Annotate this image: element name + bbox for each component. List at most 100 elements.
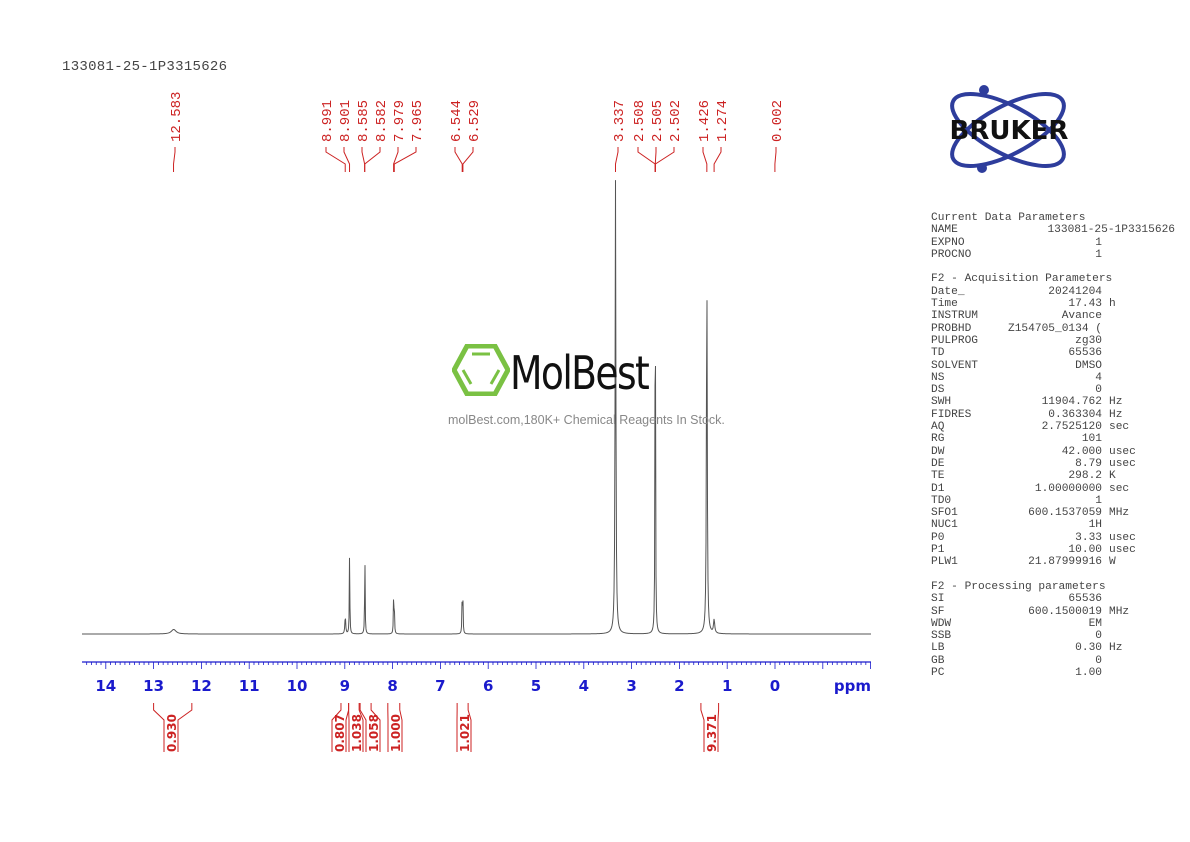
param-unit <box>1102 347 1109 359</box>
param-row: SI65536 <box>931 593 1182 605</box>
svg-text:7.979: 7.979 <box>392 100 408 142</box>
ppm-axis: 14131211109876543210ppm <box>82 662 871 695</box>
param-unit <box>1102 667 1109 679</box>
param-value: 2.7525120 <box>997 421 1102 433</box>
param-value: 1 <box>997 237 1102 249</box>
param-value: 1 <box>997 495 1102 507</box>
acquisition-parameters-panel: Current Data Parameters NAME133081-25-1P… <box>931 212 1182 692</box>
param-value: 11904.762 <box>997 396 1102 408</box>
param-unit <box>1102 630 1109 642</box>
svg-text:1: 1 <box>722 677 732 695</box>
param-key: SOLVENT <box>931 360 997 372</box>
svg-text:1.274: 1.274 <box>715 100 731 142</box>
param-value: 65536 <box>997 347 1102 359</box>
param-key: SFO1 <box>931 507 997 519</box>
param-row: NS4 <box>931 372 1182 384</box>
svg-text:ppm: ppm <box>834 677 871 695</box>
param-unit <box>1102 495 1109 507</box>
param-unit <box>1102 655 1109 667</box>
svg-text:8: 8 <box>387 677 397 695</box>
svg-text:6.544: 6.544 <box>449 100 465 142</box>
molbest-tagline: molBest.com,180K+ Chemical Reagents In S… <box>448 413 725 427</box>
param-key: EXPNO <box>931 237 997 249</box>
param-row: SOLVENTDMSO <box>931 360 1182 372</box>
param-row: FIDRES0.363304Hz <box>931 409 1182 421</box>
param-unit: Hz <box>1102 396 1122 408</box>
param-value: 21.87999916 <box>997 556 1102 568</box>
param-value: 42.000 <box>997 446 1102 458</box>
param-unit <box>1102 433 1109 445</box>
svg-text:13: 13 <box>143 677 164 695</box>
param-value: 17.43 <box>997 298 1102 310</box>
param-key: NAME <box>931 224 997 236</box>
section-title: F2 - Acquisition Parameters <box>931 273 1182 285</box>
param-unit: h <box>1102 298 1116 310</box>
svg-text:9.371: 9.371 <box>705 714 719 752</box>
param-unit <box>1102 249 1109 261</box>
param-row: DE8.79usec <box>931 458 1182 470</box>
param-key: DS <box>931 384 997 396</box>
svg-text:4: 4 <box>579 677 589 695</box>
param-key: PROBHD <box>931 323 997 335</box>
bruker-logo: BRUKER <box>922 84 1097 176</box>
peak-label-group: 12.5838.9918.9018.5858.5827.9797.9656.54… <box>169 92 786 172</box>
param-row: PC1.00 <box>931 667 1182 679</box>
bruker-logo-text: BRUKER <box>950 116 1069 146</box>
param-unit: usec <box>1102 532 1136 544</box>
param-value: 65536 <box>997 593 1102 605</box>
param-value: 0.30 <box>997 642 1102 654</box>
param-value: 298.2 <box>997 470 1102 482</box>
param-value: 0 <box>997 384 1102 396</box>
param-row: EXPNO1 <box>931 237 1182 249</box>
section-title: F2 - Processing parameters <box>931 581 1182 593</box>
param-unit: usec <box>1102 544 1136 556</box>
param-key: NUC1 <box>931 519 997 531</box>
param-key: WDW <box>931 618 997 630</box>
param-key: LB <box>931 642 997 654</box>
param-row: TD01 <box>931 495 1182 507</box>
svg-text:1.021: 1.021 <box>458 714 472 752</box>
param-key: PULPROG <box>931 335 997 347</box>
section-title: Current Data Parameters <box>931 212 1182 224</box>
param-value: zg30 <box>997 335 1102 347</box>
svg-text:0: 0 <box>770 677 780 695</box>
param-row: NAME133081-25-1P3315626 <box>931 224 1182 236</box>
param-key: DW <box>931 446 997 458</box>
svg-text:8.582: 8.582 <box>374 100 390 142</box>
param-key: PLW1 <box>931 556 997 568</box>
svg-text:3.337: 3.337 <box>612 100 628 142</box>
param-key: TD <box>931 347 997 359</box>
svg-text:8.901: 8.901 <box>338 100 354 142</box>
param-row: RG101 <box>931 433 1182 445</box>
param-value: 10.00 <box>997 544 1102 556</box>
param-unit <box>1102 335 1109 347</box>
param-unit: MHz <box>1102 606 1129 618</box>
param-row: LB0.30Hz <box>931 642 1182 654</box>
svg-text:6.529: 6.529 <box>467 100 483 142</box>
param-value: 4 <box>997 372 1102 384</box>
param-unit: W <box>1102 556 1116 568</box>
svg-text:7: 7 <box>435 677 445 695</box>
param-row: INSTRUMAvance <box>931 310 1182 322</box>
param-row: TD65536 <box>931 347 1182 359</box>
molbest-brand: MolBest <box>510 346 648 400</box>
param-unit: Hz <box>1102 409 1122 421</box>
param-key: P1 <box>931 544 997 556</box>
param-row: SFO1600.1537059MHz <box>931 507 1182 519</box>
param-value: EM <box>997 618 1102 630</box>
param-value: 1.00 <box>997 667 1102 679</box>
param-row: PROCNO1 <box>931 249 1182 261</box>
param-key: TD0 <box>931 495 997 507</box>
spectrum-trace <box>82 180 871 634</box>
param-value: 1H <box>997 519 1102 531</box>
param-row: GB0 <box>931 655 1182 667</box>
param-unit <box>1102 372 1109 384</box>
param-row: WDWEM <box>931 618 1182 630</box>
param-unit <box>1102 286 1109 298</box>
param-row: PULPROGzg30 <box>931 335 1182 347</box>
svg-text:5: 5 <box>531 677 541 695</box>
svg-text:2.508: 2.508 <box>632 100 648 142</box>
svg-text:2: 2 <box>674 677 684 695</box>
svg-text:7.965: 7.965 <box>410 100 426 142</box>
param-value: 600.1537059 <box>997 507 1102 519</box>
